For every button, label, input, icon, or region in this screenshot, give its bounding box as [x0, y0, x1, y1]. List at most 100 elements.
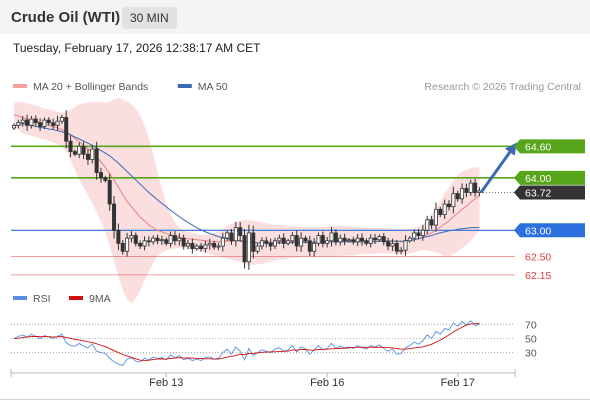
candle-body [473, 182, 478, 193]
candle [51, 118, 56, 130]
candle [33, 115, 38, 127]
candle [325, 236, 330, 248]
candle [64, 110, 69, 149]
candle-body [303, 237, 308, 242]
legend-label: 9MA [89, 293, 111, 305]
candles [11, 110, 482, 270]
candle [264, 236, 269, 248]
candle-body [120, 243, 125, 252]
level-tag-62-15: 62.15 [525, 270, 551, 282]
candle [220, 232, 225, 252]
candle [299, 232, 304, 252]
candle [272, 237, 277, 250]
candle [138, 240, 143, 250]
candle [46, 117, 51, 126]
candle-body [342, 237, 347, 242]
candle [338, 234, 343, 246]
level-tag-label: 62.50 [525, 252, 551, 264]
candle [116, 223, 121, 251]
candle-body [420, 229, 425, 236]
candle-body [16, 122, 21, 126]
candle [177, 233, 182, 246]
candle [225, 230, 230, 241]
candle [364, 238, 369, 246]
level-tag-label: 63.00 [525, 225, 551, 237]
legend-label: RSI [33, 293, 51, 305]
candle-body [455, 193, 460, 200]
candle-body [381, 236, 386, 243]
candle-body [55, 120, 60, 126]
ma50-line [13, 123, 480, 244]
candle [190, 238, 195, 254]
candle [229, 228, 234, 245]
candle-body [81, 145, 86, 155]
candle [333, 229, 338, 246]
candle [125, 232, 130, 257]
candle-body [390, 243, 395, 247]
interval-selector[interactable]: 30 MIN [122, 7, 177, 29]
price-legend-item: MA 50 [177, 81, 228, 93]
legend-label: MA 20 + Bollinger Bands [33, 81, 148, 93]
candle [255, 243, 260, 254]
rsi-legend-item: RSI [13, 293, 51, 305]
candle [251, 225, 256, 259]
candle-body [320, 235, 325, 244]
candle-body [377, 236, 382, 241]
candle [94, 141, 99, 180]
candle-body [99, 172, 104, 179]
candle [368, 234, 373, 248]
level-tag-box [514, 185, 585, 200]
candle-body [68, 140, 73, 152]
candle-body [355, 237, 360, 243]
candle [120, 239, 125, 255]
candle [164, 237, 169, 246]
candle-body [399, 249, 404, 252]
candle [359, 233, 364, 246]
candle-body [181, 237, 186, 247]
rsi-tick-label: 70 [525, 319, 537, 331]
candle [112, 195, 117, 239]
candle-body [151, 237, 156, 243]
candle-body [359, 237, 364, 242]
bollinger-band [14, 98, 480, 304]
level-tag-box [514, 223, 585, 238]
candle-body [368, 237, 373, 244]
candle-body [225, 232, 230, 239]
timestamp: Tuesday, February 17, 2026 12:38:17 AM C… [13, 41, 261, 55]
candle [381, 233, 386, 246]
level-tag-box [514, 139, 585, 154]
candle-body [51, 122, 56, 126]
candle [146, 236, 151, 247]
candle [425, 215, 430, 235]
legend-swatch [13, 296, 27, 300]
candle-body [90, 148, 95, 160]
candle-body [438, 208, 443, 215]
candle-body [416, 232, 421, 236]
candle [294, 230, 299, 252]
candle-body [277, 237, 282, 242]
candle-body [259, 240, 264, 247]
candle [442, 199, 447, 219]
candle [468, 179, 473, 196]
level-tag-label: 62.15 [525, 270, 551, 282]
candle [238, 221, 243, 242]
candle [16, 119, 21, 129]
candle [194, 243, 199, 251]
candle-body [238, 227, 243, 236]
candle [85, 148, 90, 165]
candle-body [11, 124, 16, 129]
candle [403, 235, 408, 256]
candle-body [464, 187, 469, 193]
candle-body [116, 229, 121, 244]
rsi-legend-item: 9MA [69, 293, 111, 305]
candle [320, 231, 325, 248]
price-legend-item: MA 20 + Bollinger Bands [13, 81, 148, 93]
candle [394, 239, 399, 255]
candle [399, 247, 404, 255]
candle [429, 215, 434, 229]
candle [390, 238, 395, 251]
candle-body [286, 240, 291, 244]
candle-body [142, 240, 147, 247]
candle [59, 114, 64, 124]
